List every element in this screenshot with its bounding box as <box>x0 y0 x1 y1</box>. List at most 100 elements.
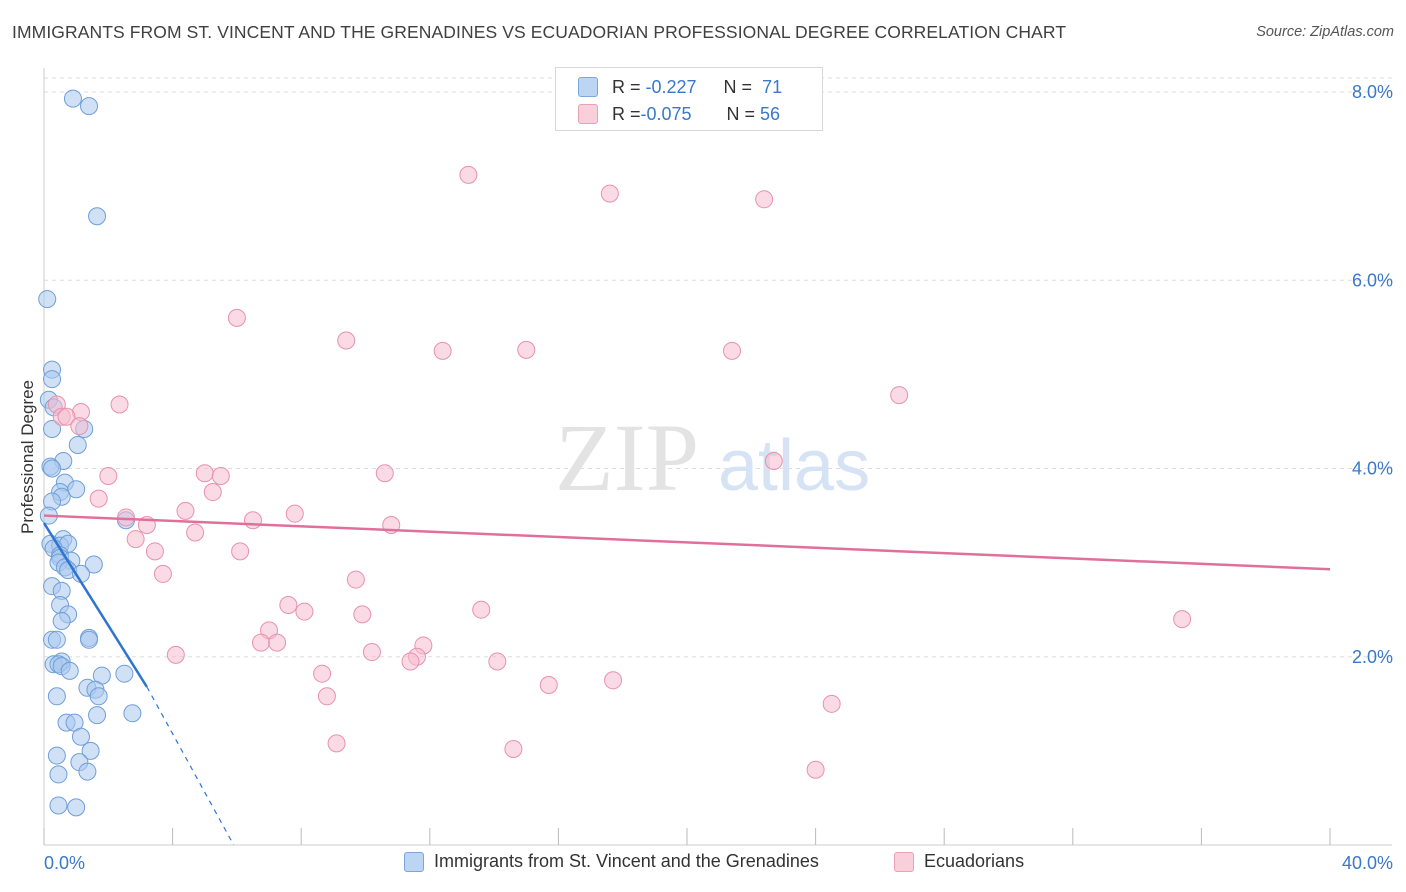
data-point-immigrants <box>88 207 107 226</box>
y-tick-label: 8.0% <box>1352 82 1393 102</box>
data-point-ecuadorians <box>176 501 195 520</box>
data-point-ecuadorians <box>337 331 356 350</box>
legend-item-immigrants: Immigrants from St. Vincent and the Gren… <box>404 851 819 872</box>
legend-swatch-immigrants <box>404 851 424 872</box>
data-point-immigrants <box>60 661 79 680</box>
legend-n-value: 56 <box>760 103 781 124</box>
data-point-ecuadorians <box>1173 610 1192 629</box>
data-point-ecuadorians <box>110 395 129 414</box>
y-tick-label: 2.0% <box>1352 647 1393 667</box>
data-point-immigrants <box>89 687 108 706</box>
data-point-immigrants <box>52 611 71 630</box>
data-point-ecuadorians <box>346 570 365 589</box>
data-point-immigrants <box>49 796 68 815</box>
data-point-immigrants <box>68 435 87 454</box>
data-point-immigrants <box>47 746 66 765</box>
data-point-ecuadorians <box>313 664 332 683</box>
data-point-ecuadorians <box>285 504 304 523</box>
data-point-ecuadorians <box>755 190 774 209</box>
data-point-immigrants <box>78 762 97 781</box>
legend-n-value: 71 <box>762 76 783 97</box>
chart-title: IMMIGRANTS FROM ST. VINCENT AND THE GREN… <box>12 22 1067 42</box>
legend-label-ecuadorians: Ecuadorians <box>924 851 1025 871</box>
data-point-ecuadorians <box>362 643 381 662</box>
data-point-ecuadorians <box>604 671 623 690</box>
data-point-ecuadorians <box>186 523 205 542</box>
legend-swatch-ecuadorians <box>894 851 914 872</box>
legend-row-immigrants: R = -0.227 N = 71 <box>578 75 782 99</box>
data-point-immigrants <box>80 630 99 649</box>
data-point-ecuadorians <box>99 467 118 486</box>
legend-n-label: N = <box>723 76 753 97</box>
series-legend: Immigrants from St. Vincent and the Gren… <box>0 851 1406 879</box>
legend-swatch-ecuadorians <box>578 104 598 124</box>
data-point-ecuadorians <box>890 386 909 405</box>
data-point-ecuadorians <box>459 165 478 184</box>
data-point-immigrants <box>71 727 90 746</box>
legend-r-value: -0.227 <box>645 76 697 97</box>
data-point-immigrants <box>67 798 86 817</box>
data-point-ecuadorians <box>145 542 164 561</box>
data-point-ecuadorians <box>268 633 287 652</box>
legend-n-label: N = <box>726 103 756 124</box>
source-credit: Source: ZipAtlas.com <box>1256 24 1394 40</box>
data-point-ecuadorians <box>539 675 558 694</box>
y-tick-label: 6.0% <box>1352 270 1393 290</box>
data-point-ecuadorians <box>211 467 230 486</box>
data-point-immigrants <box>115 664 134 683</box>
data-point-immigrants <box>47 630 66 649</box>
data-point-ecuadorians <box>153 564 172 583</box>
data-point-ecuadorians <box>375 464 394 483</box>
axes <box>43 68 1392 846</box>
data-point-ecuadorians <box>295 602 314 621</box>
data-point-ecuadorians <box>353 605 372 624</box>
data-point-ecuadorians <box>401 652 420 671</box>
x-tick-label: 40.0% <box>1342 853 1393 873</box>
data-point-ecuadorians <box>600 184 619 203</box>
data-point-ecuadorians <box>504 739 523 758</box>
data-point-immigrants <box>63 89 82 108</box>
data-point-ecuadorians <box>806 760 825 779</box>
data-point-ecuadorians <box>822 694 841 713</box>
legend-item-ecuadorians: Ecuadorians <box>894 851 1024 872</box>
legend-r-label: R = <box>612 76 641 97</box>
data-point-ecuadorians <box>203 483 222 502</box>
data-point-immigrants <box>43 419 62 438</box>
legend-r-label: R = <box>612 103 641 124</box>
y-axis-label: Professional Degree <box>18 380 37 534</box>
data-point-immigrants <box>88 706 107 725</box>
data-point-ecuadorians <box>195 464 214 483</box>
legend-r-value: -0.075 <box>640 103 692 124</box>
grid-lines <box>44 77 1392 658</box>
data-point-ecuadorians <box>279 595 298 614</box>
x-tick-labels: 0.0% 40.0% <box>44 853 1393 873</box>
data-point-immigrants <box>67 480 86 499</box>
data-point-ecuadorians <box>116 508 135 527</box>
y-tick-label: 4.0% <box>1352 459 1393 479</box>
data-point-immigrants <box>47 687 66 706</box>
data-point-ecuadorians <box>723 341 742 360</box>
data-point-ecuadorians <box>472 600 491 619</box>
data-point-immigrants <box>81 741 100 760</box>
data-point-immigrants <box>38 290 57 309</box>
data-point-immigrants <box>123 704 142 723</box>
data-point-ecuadorians <box>433 341 452 360</box>
trend-line-immigrants-extension <box>146 686 235 846</box>
data-point-immigrants <box>43 459 62 478</box>
data-point-ecuadorians <box>764 451 783 470</box>
correlation-legend: R = -0.227 N = 71 R = -0.075 N = 56 <box>555 67 823 131</box>
data-point-ecuadorians <box>231 542 250 561</box>
data-point-ecuadorians <box>252 633 271 652</box>
watermark-zip: ZIP <box>555 404 699 511</box>
legend-label-immigrants: Immigrants from St. Vincent and the Gren… <box>434 851 819 871</box>
data-point-immigrants <box>49 765 68 784</box>
legend-swatch-immigrants <box>578 77 598 97</box>
trend-line-immigrants <box>42 522 148 688</box>
data-point-immigrants <box>84 555 103 574</box>
trend-line-ecuadorians <box>43 514 1331 571</box>
data-point-ecuadorians <box>70 417 89 436</box>
legend-row-ecuadorians: R = -0.075 N = 56 <box>578 102 780 126</box>
trend-lines <box>42 514 1331 846</box>
series-ecuadorians-points <box>47 165 1192 779</box>
